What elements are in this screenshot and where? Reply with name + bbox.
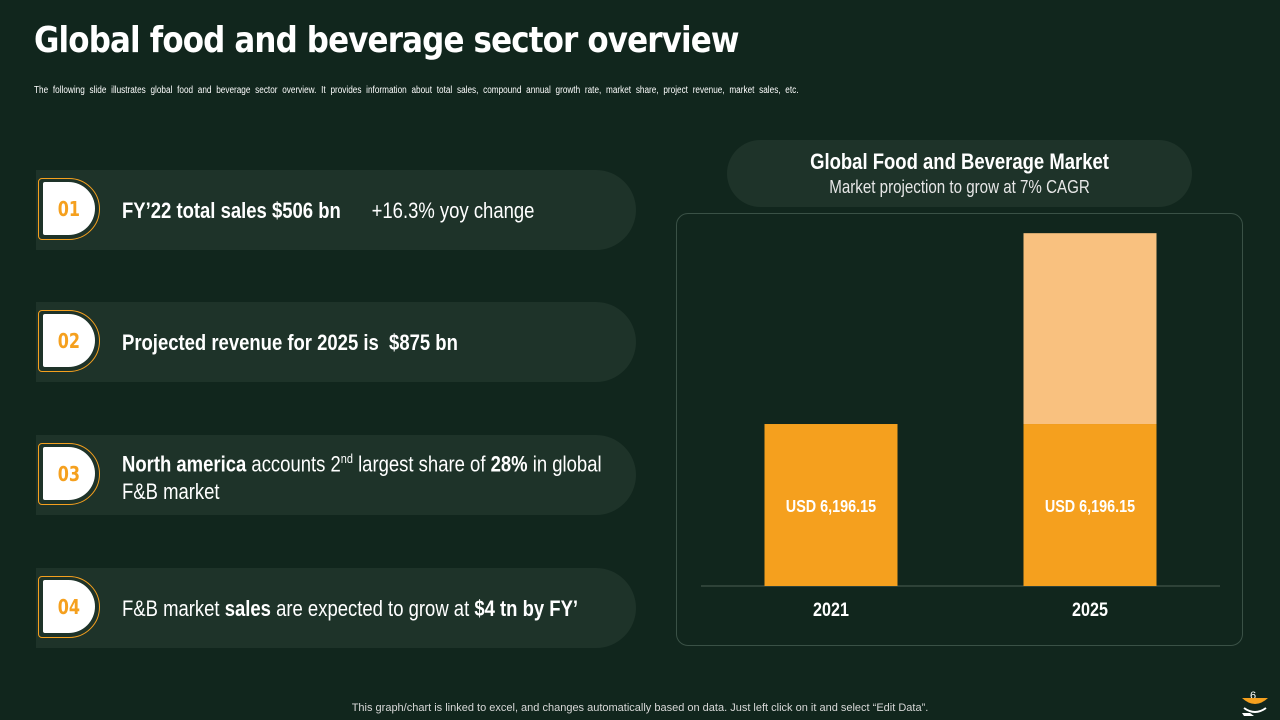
point-number: 01 <box>57 196 81 221</box>
brand-logo-icon <box>1242 698 1268 716</box>
bar-2025-projected-growth[interactable] <box>1023 233 1157 425</box>
point-badge: 04 <box>38 576 100 638</box>
point-badge: 03 <box>38 443 100 505</box>
point-number: 03 <box>57 461 81 486</box>
point-card-01: 01 FY’22 total sales $506 bn +16.3% yoy … <box>36 170 636 250</box>
text-run: Projected revenue for 2025 is $875 bn <box>122 329 458 355</box>
slide-title: Global food and beverage sector overview <box>34 20 739 61</box>
chart-title: Global Food and Beverage Market <box>810 149 1109 174</box>
chart-subtitle: Market projection to grow at 7% CAGR <box>829 177 1090 197</box>
chart-header: Global Food and Beverage Market Market p… <box>727 140 1192 207</box>
point-badge: 02 <box>38 310 100 372</box>
text-run: +16.3% yoy change <box>340 197 535 223</box>
point-card-02: 02 Projected revenue for 2025 is $875 bn <box>36 302 636 382</box>
text-run: are expected to grow at <box>270 595 475 621</box>
text-run: sales <box>224 595 271 621</box>
data-label: USD 6,196.15 <box>786 497 876 517</box>
point-badge: 01 <box>38 178 100 240</box>
x-tick-label: 2021 <box>813 599 849 621</box>
slide-subtitle: The following slide illustrates global f… <box>34 85 799 96</box>
text-run: accounts 2 <box>246 451 341 477</box>
point-card-03: 03 North america accounts 2nd largest sh… <box>36 435 636 515</box>
footer-note: This graph/chart is linked to excel, and… <box>351 702 929 714</box>
point-number: 04 <box>57 594 81 619</box>
point-text: North america accounts 2nd largest share… <box>122 445 602 504</box>
page-number: 6 <box>1250 690 1257 702</box>
chart-frame: USD 6,196.15 2021 USD 6,196.15 2025 <box>676 213 1243 646</box>
point-card-04: 04 F&B market sales are expected to grow… <box>36 568 636 648</box>
point-text-line2: F&B market <box>122 478 220 504</box>
bar-chart[interactable]: USD 6,196.15 2021 USD 6,196.15 2025 <box>677 214 1244 647</box>
text-run: FY’22 total sales $506 bn <box>122 197 341 223</box>
text-run: largest share of <box>352 451 491 477</box>
point-text: FY’22 total sales $506 bn +16.3% yoy cha… <box>122 197 534 224</box>
text-run: North america <box>122 451 247 477</box>
point-text: F&B market sales are expected to grow at… <box>122 595 578 622</box>
data-label: USD 6,196.15 <box>1045 497 1135 517</box>
text-run: F&B market <box>122 595 225 621</box>
text-run: $4 tn by FY’ <box>474 595 579 621</box>
text-run: nd <box>340 451 353 467</box>
point-text: Projected revenue for 2025 is $875 bn <box>122 329 458 356</box>
bar-2021-base[interactable] <box>764 424 898 586</box>
x-tick-label: 2025 <box>1072 599 1108 621</box>
point-number: 02 <box>57 328 81 353</box>
text-run: 28% <box>490 451 528 477</box>
text-run: in global <box>527 451 602 477</box>
bar-2025-base[interactable] <box>1023 424 1157 586</box>
